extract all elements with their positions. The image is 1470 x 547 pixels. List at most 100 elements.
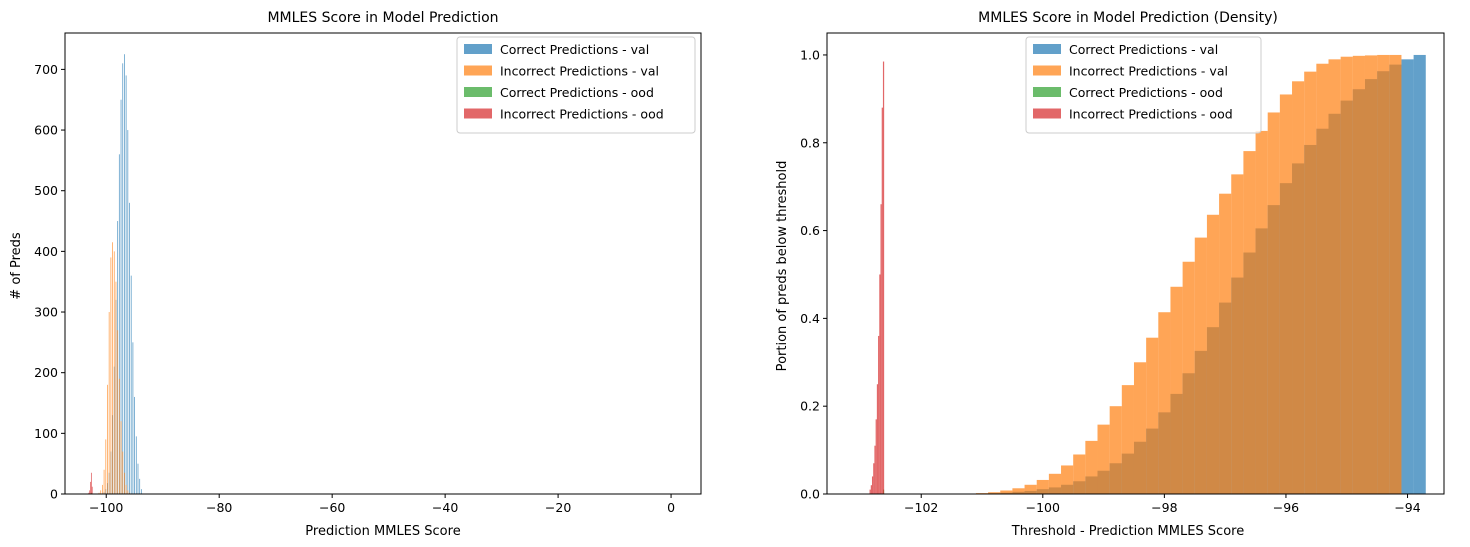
x-tick-label: −102 — [904, 500, 938, 515]
histogram-bar — [124, 472, 125, 494]
histogram-bar — [115, 281, 117, 494]
histogram-bar — [130, 275, 132, 494]
x-axis-label: Prediction MMLES Score — [305, 524, 460, 539]
histogram-bar — [118, 154, 120, 494]
histogram-bar — [135, 436, 137, 495]
legend-label: Incorrect Predictions - ood — [500, 107, 664, 122]
histogram-bar — [1279, 94, 1293, 494]
histogram-bar — [1133, 362, 1147, 494]
legend-swatch — [1033, 87, 1061, 97]
histogram-bar — [1061, 465, 1074, 494]
histogram-bar — [873, 463, 875, 494]
y-tick-label: 100 — [34, 426, 58, 441]
legend-box — [1025, 36, 1262, 134]
histogram-bar — [1073, 454, 1086, 494]
x-tick-label: −94 — [1394, 500, 1420, 515]
y-tick-label: 600 — [34, 123, 58, 138]
x-tick-label: −80 — [206, 500, 232, 515]
y-tick-label: 700 — [34, 62, 58, 77]
histogram-bar — [102, 484, 103, 494]
histogram-bar — [881, 107, 883, 494]
histogram-bar — [127, 490, 129, 494]
histogram-bar — [105, 439, 107, 494]
x-tick-label: −98 — [1151, 500, 1177, 515]
histogram-bar — [118, 378, 120, 494]
histogram-bar — [122, 451, 124, 494]
y-tick-label: 300 — [34, 305, 58, 320]
histogram-count-chart: MMLES Score in Model Prediction −100 −80 −… — [9, 10, 702, 539]
legend-label: Incorrect Predictions - val — [1069, 64, 1228, 79]
histogram-bar — [134, 396, 135, 494]
legend-swatch — [1033, 65, 1061, 76]
histogram-bar — [91, 486, 93, 494]
chart-title: MMLES Score in Model Prediction — [267, 10, 498, 26]
histogram-bar — [1194, 237, 1207, 494]
histogram-bar — [98, 492, 100, 494]
histogram-bar — [1340, 56, 1353, 495]
x-tick-label: −20 — [545, 500, 571, 515]
legend-swatch — [464, 108, 492, 119]
histogram-bar — [1316, 63, 1329, 494]
legend-box — [456, 36, 696, 134]
histogram-bar — [125, 484, 127, 494]
histogram-bar — [1085, 440, 1098, 494]
y-tick-label: 500 — [34, 183, 58, 198]
histogram-bar — [113, 251, 115, 494]
ticks-layer: −102 −100 −98 −96 −94 0.0 0.2 0.4 0.6 0.8 1.0 — [800, 47, 1421, 515]
histogram-bar — [103, 469, 105, 494]
histogram-bar — [120, 421, 122, 494]
histogram-bar — [1401, 59, 1414, 495]
histogram-bar — [1097, 424, 1110, 494]
histogram-bar — [1012, 488, 1025, 494]
x-tick-label: −96 — [1273, 500, 1299, 515]
histogram-bar — [1170, 286, 1183, 494]
histogram-bar — [1231, 174, 1244, 494]
x-tick-label: −100 — [1026, 500, 1060, 515]
x-tick-label: −60 — [319, 500, 345, 515]
histogram-bar — [107, 384, 108, 494]
x-tick-label: −40 — [432, 500, 458, 515]
legend: Correct Predictions - val Incorrect Predi… — [1025, 36, 1262, 134]
histogram-bar — [1377, 54, 1390, 494]
histogram-bar — [875, 419, 877, 494]
y-tick-label: 0.6 — [800, 223, 820, 238]
histogram-bar — [1036, 479, 1049, 494]
legend-swatch — [464, 87, 492, 97]
legend-label: Correct Predictions - val — [500, 42, 649, 57]
bars-layer — [869, 54, 1426, 495]
histogram-bar — [112, 242, 113, 494]
histogram-bar — [1182, 261, 1195, 494]
histogram-bar — [878, 335, 880, 494]
y-tick-label: 0.8 — [800, 135, 820, 150]
histogram-bar — [1219, 193, 1232, 494]
histogram-bar — [1146, 337, 1159, 494]
histogram-bar — [108, 312, 110, 494]
histogram-bar — [1121, 385, 1134, 494]
x-tick-label: −100 — [89, 500, 123, 515]
legend-label: Correct Predictions - ood — [500, 85, 654, 100]
histogram-bar — [90, 472, 92, 494]
histogram-bar — [89, 490, 91, 494]
histogram-bar — [1024, 484, 1037, 494]
histogram-bar — [1292, 81, 1305, 495]
histogram-bar — [1000, 490, 1013, 494]
histogram-bar — [139, 478, 141, 494]
bars-layer — [88, 54, 142, 495]
histogram-bar — [1304, 71, 1317, 494]
histogram-bar — [1255, 130, 1268, 494]
legend: Correct Predictions - val Incorrect Predi… — [456, 36, 696, 134]
histogram-bar — [125, 75, 127, 495]
histogram-bar — [88, 492, 90, 494]
histogram-bar — [1109, 406, 1122, 494]
legend-label: Incorrect Predictions - val — [500, 64, 659, 79]
histogram-bar — [1352, 55, 1365, 494]
x-tick-label: 0 — [667, 500, 675, 515]
legend-swatch — [1033, 108, 1061, 119]
histogram-bar — [100, 490, 102, 494]
y-tick-label: 200 — [34, 365, 58, 380]
histogram-bar — [124, 54, 125, 494]
x-axis-label: Threshold - Prediction MMLES Score — [1011, 524, 1244, 539]
histogram-bar — [1206, 214, 1220, 494]
y-tick-label: 0.4 — [800, 311, 820, 326]
